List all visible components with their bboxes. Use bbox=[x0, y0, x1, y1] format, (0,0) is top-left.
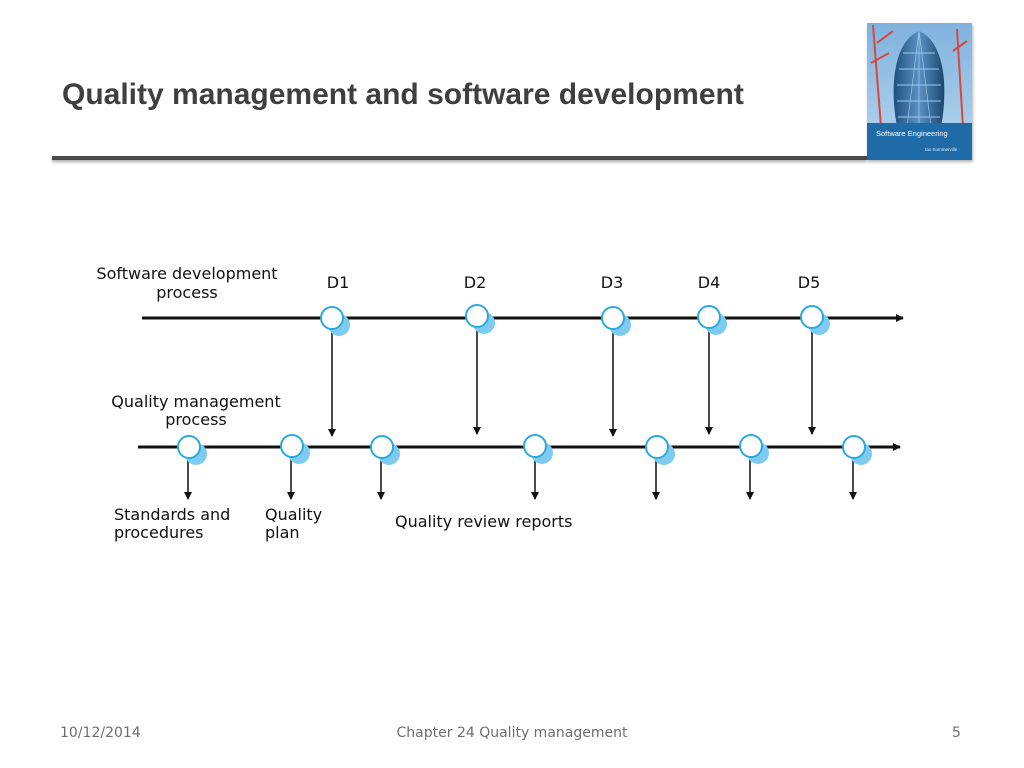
qm-process-label-line2: process bbox=[165, 410, 226, 429]
milestone-label-d4: D4 bbox=[698, 273, 721, 292]
milestone-node-d1 bbox=[320, 306, 350, 336]
milestone-node-d3 bbox=[601, 306, 631, 336]
qm-process-label-line1: Quality management bbox=[111, 392, 280, 411]
book-cover-image: Software Engineering Ian Sommerville bbox=[867, 23, 972, 160]
qm-node-review-1 bbox=[370, 435, 400, 465]
cover-author: Ian Sommerville bbox=[925, 147, 958, 152]
dev-process-label-line1: Software development bbox=[96, 264, 277, 283]
qm-node-review-4 bbox=[739, 434, 769, 464]
qm-node-review-3 bbox=[645, 435, 675, 465]
output-label-reports: Quality review reports bbox=[395, 512, 572, 531]
milestone-label-d1: D1 bbox=[327, 273, 350, 292]
dev-process-label-line2: process bbox=[156, 283, 217, 302]
slide-title: Quality management and software developm… bbox=[62, 78, 744, 111]
cover-title: Software Engineering bbox=[876, 129, 948, 138]
milestone-node-d5 bbox=[800, 305, 830, 335]
milestone-label-d3: D3 bbox=[601, 273, 624, 292]
qm-node-standards bbox=[177, 435, 207, 465]
footer-chapter: Chapter 24 Quality management bbox=[396, 725, 628, 741]
footer-date: 10/12/2014 bbox=[60, 725, 141, 741]
milestone-node-d2 bbox=[465, 304, 495, 334]
output-label-plan-line2: plan bbox=[265, 523, 300, 542]
milestone-label-d5: D5 bbox=[798, 273, 821, 292]
milestone-label-d2: D2 bbox=[464, 273, 487, 292]
milestone-node-d4 bbox=[697, 305, 727, 335]
output-label-plan-line1: Quality bbox=[265, 505, 322, 524]
qm-node-review-2 bbox=[523, 434, 553, 464]
footer-page-number: 5 bbox=[952, 725, 961, 741]
output-label-standards-line1: Standards and bbox=[114, 505, 230, 524]
qm-node-plan bbox=[280, 434, 310, 464]
qm-node-review-5 bbox=[842, 435, 872, 465]
title-divider bbox=[52, 156, 867, 160]
output-label-standards-line2: procedures bbox=[114, 523, 204, 542]
